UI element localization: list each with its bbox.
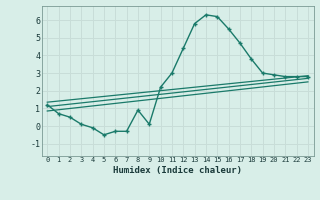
X-axis label: Humidex (Indice chaleur): Humidex (Indice chaleur) [113, 166, 242, 175]
